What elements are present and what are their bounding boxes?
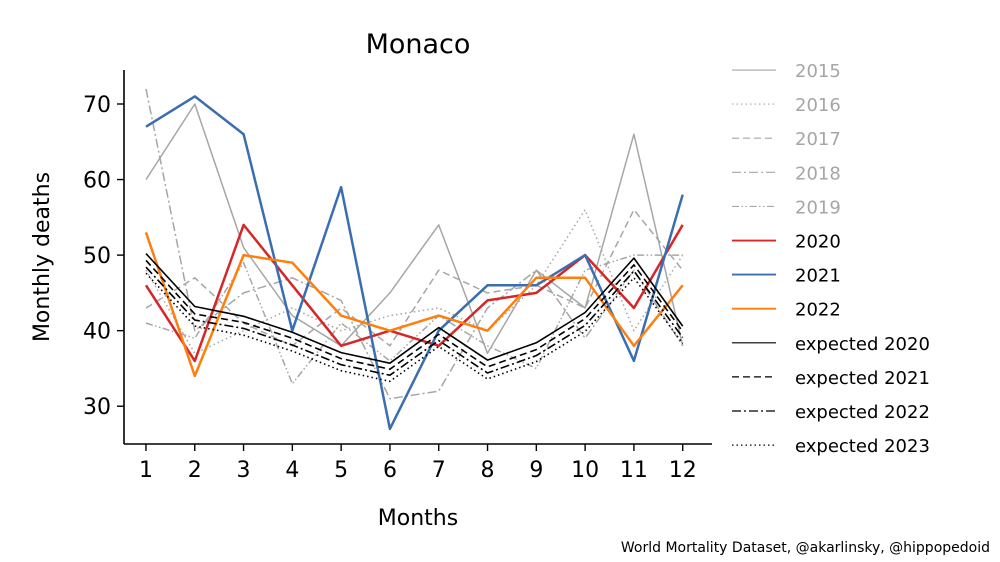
legend-label: expected 2020 — [795, 334, 930, 355]
series-line-2022 — [144, 231, 684, 378]
legend-label: expected 2022 — [795, 402, 930, 423]
y-tick-label: 70 — [83, 93, 111, 118]
series-line-2016 — [145, 209, 684, 355]
x-tick-label: 5 — [334, 458, 348, 483]
legend-label: 2020 — [795, 232, 841, 253]
y-tick-label: 50 — [83, 244, 111, 269]
series-line-expected-2021 — [145, 259, 684, 371]
legend-label: 2018 — [795, 163, 841, 184]
x-tick-label: 11 — [620, 458, 648, 483]
y-tick-label: 30 — [83, 395, 111, 420]
x-tick-label: 9 — [529, 458, 543, 483]
series-line-2021 — [145, 95, 684, 431]
legend-label: expected 2023 — [795, 436, 930, 457]
legend-label: 2021 — [795, 266, 841, 287]
series-line-expected-2022 — [145, 266, 684, 377]
x-tick-label: 7 — [432, 458, 446, 483]
series-line-2018 — [145, 88, 684, 400]
x-tick-label: 3 — [237, 458, 251, 483]
y-tick-label: 60 — [83, 169, 111, 194]
series-line-expected-2020 — [145, 253, 684, 365]
legend: 2015 2016 2017 2018 2019 2020 2021 2022 expected… — [732, 61, 930, 457]
y-axis-label: Monthly deaths — [30, 172, 55, 342]
x-tick-label: 12 — [669, 458, 697, 483]
x-tick-label: 10 — [571, 458, 599, 483]
plot-area — [144, 88, 684, 431]
series-line-expected-2023 — [145, 272, 684, 383]
legend-label: 2015 — [795, 61, 841, 82]
legend-label: expected 2021 — [795, 368, 930, 389]
legend-label: 2019 — [795, 197, 841, 218]
legend-label: 2022 — [795, 300, 841, 321]
chart-title: Monaco — [366, 29, 471, 60]
legend-label: 2016 — [795, 95, 841, 116]
series-line-2020 — [144, 223, 684, 363]
series-line-2017 — [145, 209, 684, 347]
series-line-2015 — [145, 103, 684, 355]
source-caption: World Mortality Dataset, @akarlinsky, @h… — [620, 540, 990, 556]
x-tick-label: 2 — [188, 458, 202, 483]
x-tick-label: 6 — [383, 458, 397, 483]
x-tick-label: 8 — [481, 458, 495, 483]
x-tick-label: 4 — [285, 458, 299, 483]
legend-label: 2017 — [795, 129, 841, 150]
x-tick-label: 1 — [139, 458, 153, 483]
y-tick-label: 40 — [83, 320, 111, 345]
x-axis-label: Months — [378, 506, 458, 531]
